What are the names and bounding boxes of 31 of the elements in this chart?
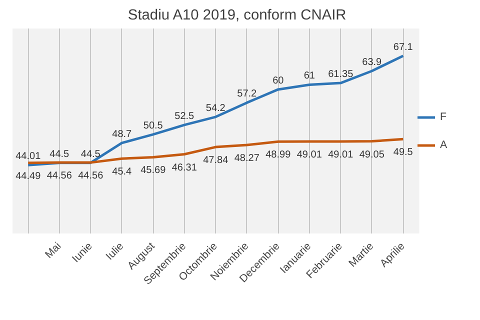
data-label: 47.84 (203, 155, 229, 166)
data-label: 44.56 (46, 170, 72, 182)
data-label: 45.69 (140, 165, 166, 176)
data-label: 44.49 (16, 170, 42, 182)
data-label: 52.5 (174, 110, 195, 122)
data-label: 49.5 (393, 147, 414, 158)
data-label: 44.5 (80, 148, 101, 160)
x-tick-label: Mai (42, 240, 64, 261)
data-label: 44.56 (78, 170, 104, 182)
data-label: 67.1 (393, 42, 414, 53)
data-label: 49.05 (359, 149, 385, 160)
legend-label: F (440, 110, 448, 122)
data-label: 60 (272, 75, 284, 86)
data-label: 44.01 (16, 151, 42, 162)
x-tick-label: Iulie (104, 240, 126, 263)
data-label: 50.5 (143, 120, 164, 132)
legend-label: A (440, 138, 448, 150)
data-label: 49.01 (296, 149, 322, 160)
data-label: 61 (304, 70, 316, 82)
data-label: 46.31 (172, 162, 198, 174)
chart-title: Stadiu A10 2019, conform CNAIR (128, 8, 346, 24)
data-label: 49.01 (328, 149, 354, 160)
data-label: 48.99 (266, 150, 292, 161)
data-label: 54.2 (206, 102, 226, 114)
data-label: 48.7 (112, 128, 132, 140)
data-label: 63.9 (362, 56, 382, 68)
data-label: 57.2 (237, 88, 258, 100)
data-label: 48.27 (234, 152, 260, 164)
data-label: 61.35 (328, 69, 354, 80)
data-label: 45.4 (112, 166, 132, 178)
data-label: 44.5 (50, 148, 70, 160)
